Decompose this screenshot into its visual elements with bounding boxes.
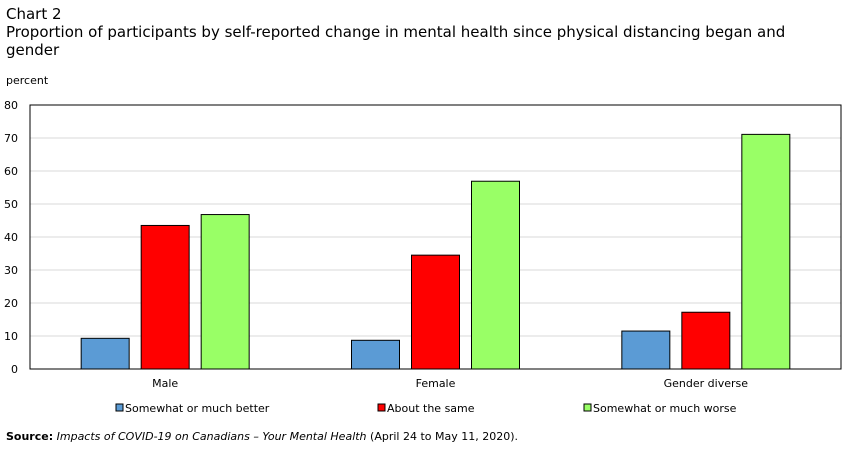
legend-label: About the same [387, 402, 475, 415]
y-tick-label: 60 [4, 165, 18, 178]
bar [140, 224, 190, 370]
bar [471, 180, 520, 370]
bar [741, 133, 791, 370]
bar-chart: 0 10 20 30 40 50 60 70 80 Male Female Gender divers… [4, 99, 842, 415]
source-label: Source: [6, 430, 54, 443]
bar [681, 311, 731, 370]
legend-label: Somewhat or much better [125, 402, 270, 415]
y-tick-label: 30 [4, 264, 18, 277]
bar [621, 330, 671, 370]
x-tick-label: Gender diverse [664, 377, 749, 390]
x-tick-label: Female [416, 377, 456, 390]
y-axis-label: percent [6, 74, 49, 87]
y-tick-label: 70 [4, 132, 18, 145]
source-note: Source: Impacts of COVID-19 on Canadians… [6, 430, 518, 443]
y-tick-label: 40 [4, 231, 18, 244]
bar [80, 337, 130, 370]
chart-number: Chart 2 [6, 5, 62, 23]
legend-swatch [115, 403, 124, 412]
bar [351, 339, 400, 370]
chart-title: Proportion of participants by self-repor… [6, 23, 786, 59]
legend-swatch [583, 403, 592, 412]
y-tick-label: 80 [4, 99, 18, 112]
legend-label: Somewhat or much worse [593, 402, 737, 415]
y-tick-label: 0 [11, 363, 18, 376]
bar [200, 214, 250, 370]
y-tick-label: 50 [4, 198, 18, 211]
bar [411, 254, 460, 370]
y-tick-label: 20 [4, 297, 18, 310]
legend-swatch [377, 403, 386, 412]
x-tick-label: Male [152, 377, 178, 390]
source-title: Impacts of COVID-19 on Canadians – Your … [56, 430, 367, 443]
source-dates: (April 24 to May 11, 2020). [370, 430, 519, 443]
y-tick-label: 10 [4, 330, 18, 343]
